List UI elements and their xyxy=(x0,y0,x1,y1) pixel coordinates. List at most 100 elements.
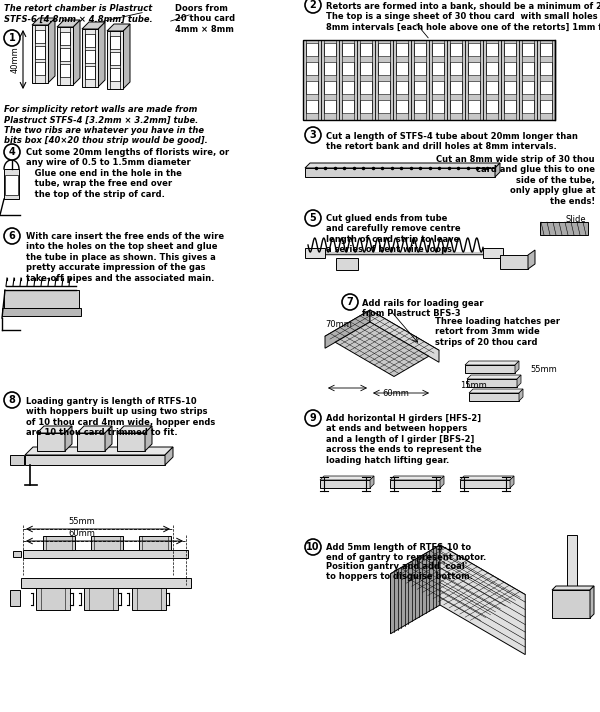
Bar xyxy=(522,81,534,94)
Text: 55mm: 55mm xyxy=(68,517,95,526)
Polygon shape xyxy=(325,310,370,348)
Bar xyxy=(450,62,462,75)
Bar xyxy=(486,62,498,75)
Bar xyxy=(540,81,552,94)
Bar xyxy=(540,43,552,56)
Bar xyxy=(324,81,336,94)
Bar xyxy=(32,25,48,83)
Bar xyxy=(522,62,534,75)
Text: Doors from
20 thou card
4mm × 8mm: Doors from 20 thou card 4mm × 8mm xyxy=(175,4,235,33)
Bar xyxy=(306,62,318,75)
Polygon shape xyxy=(465,361,519,365)
Bar xyxy=(432,81,444,94)
Bar xyxy=(85,50,95,63)
Bar xyxy=(84,588,118,610)
Bar xyxy=(360,43,372,56)
Bar xyxy=(110,68,120,81)
Bar xyxy=(10,590,20,606)
Text: 55mm: 55mm xyxy=(530,365,557,374)
Text: Add rails for loading gear
from Plastruct BFS-3: Add rails for loading gear from Plastruc… xyxy=(362,299,484,318)
Polygon shape xyxy=(528,250,535,269)
Bar xyxy=(35,62,45,75)
Bar xyxy=(60,48,70,61)
Polygon shape xyxy=(460,476,514,480)
Bar xyxy=(13,551,21,557)
Text: 1: 1 xyxy=(8,33,16,43)
Bar xyxy=(500,255,528,269)
Bar xyxy=(360,100,372,113)
Bar xyxy=(4,290,79,308)
Bar xyxy=(432,62,444,75)
Bar xyxy=(450,100,462,113)
Bar xyxy=(360,62,372,75)
Polygon shape xyxy=(123,24,130,89)
Circle shape xyxy=(305,0,321,13)
Text: 6: 6 xyxy=(8,231,16,241)
Text: With care insert the free ends of the wire
into the holes on the top sheet and g: With care insert the free ends of the wi… xyxy=(26,232,224,283)
Circle shape xyxy=(4,228,20,244)
Text: 5: 5 xyxy=(310,213,316,223)
Bar xyxy=(396,100,408,113)
Bar xyxy=(21,578,191,588)
Text: Retorts are formed into a bank, should be a minimum of 20.
The top is a singe sh: Retorts are formed into a bank, should b… xyxy=(326,2,600,32)
Bar xyxy=(567,535,577,590)
Polygon shape xyxy=(540,222,588,235)
Text: Cut an 8mm wide strip of 30 thou
card and glue this to one
side of the tube,
onl: Cut an 8mm wide strip of 30 thou card an… xyxy=(436,155,595,206)
Bar xyxy=(504,62,516,75)
Text: 4: 4 xyxy=(8,147,16,157)
Bar xyxy=(110,52,120,65)
Text: Cut some 20mm lengths of florists wire, or
any wire of 0.5 to 1.5mm diameter
   : Cut some 20mm lengths of florists wire, … xyxy=(26,148,229,199)
Polygon shape xyxy=(391,545,525,624)
Text: Add 5mm length of RTFS-10 to
end of gantry to represent motor.: Add 5mm length of RTFS-10 to end of gant… xyxy=(326,543,486,562)
Polygon shape xyxy=(73,20,80,85)
Polygon shape xyxy=(370,310,439,362)
Bar xyxy=(306,81,318,94)
Bar xyxy=(469,393,519,401)
Bar xyxy=(378,62,390,75)
Text: 70mm: 70mm xyxy=(325,320,352,329)
Bar xyxy=(360,81,372,94)
Bar xyxy=(23,550,188,558)
Bar xyxy=(378,100,390,113)
Circle shape xyxy=(4,30,20,46)
Text: Position gantry and add 'coal'
to hoppers to disguise bottom.: Position gantry and add 'coal' to hopper… xyxy=(326,562,473,582)
Text: 3: 3 xyxy=(310,130,316,140)
Polygon shape xyxy=(325,310,439,377)
Text: 7: 7 xyxy=(347,297,353,307)
Circle shape xyxy=(305,210,321,226)
Polygon shape xyxy=(32,18,55,25)
Bar xyxy=(414,43,426,56)
Polygon shape xyxy=(519,389,523,401)
Polygon shape xyxy=(77,426,112,433)
Bar xyxy=(522,100,534,113)
Bar xyxy=(468,100,480,113)
Circle shape xyxy=(305,539,321,555)
Bar xyxy=(378,81,390,94)
Bar xyxy=(91,536,123,550)
Bar xyxy=(336,258,358,270)
Bar xyxy=(390,480,440,488)
Bar xyxy=(85,34,95,47)
Bar xyxy=(504,100,516,113)
Circle shape xyxy=(4,144,20,160)
Polygon shape xyxy=(145,426,152,451)
Bar xyxy=(4,169,19,199)
Bar xyxy=(396,81,408,94)
Bar xyxy=(414,62,426,75)
Bar xyxy=(107,31,123,89)
Polygon shape xyxy=(517,375,521,387)
Bar xyxy=(5,175,18,195)
Bar xyxy=(324,43,336,56)
Bar xyxy=(468,43,480,56)
Polygon shape xyxy=(165,447,173,465)
Bar xyxy=(110,36,120,49)
Bar xyxy=(324,100,336,113)
Bar xyxy=(414,81,426,94)
Bar xyxy=(306,43,318,56)
Text: For simplicity retort walls are made from
Plastruct STFS-4 [3.2mm × 3.2mm] tube.: For simplicity retort walls are made fro… xyxy=(4,105,208,145)
Bar xyxy=(303,40,555,120)
Polygon shape xyxy=(515,361,519,373)
Bar xyxy=(432,43,444,56)
Bar xyxy=(320,480,370,488)
Polygon shape xyxy=(117,426,152,433)
